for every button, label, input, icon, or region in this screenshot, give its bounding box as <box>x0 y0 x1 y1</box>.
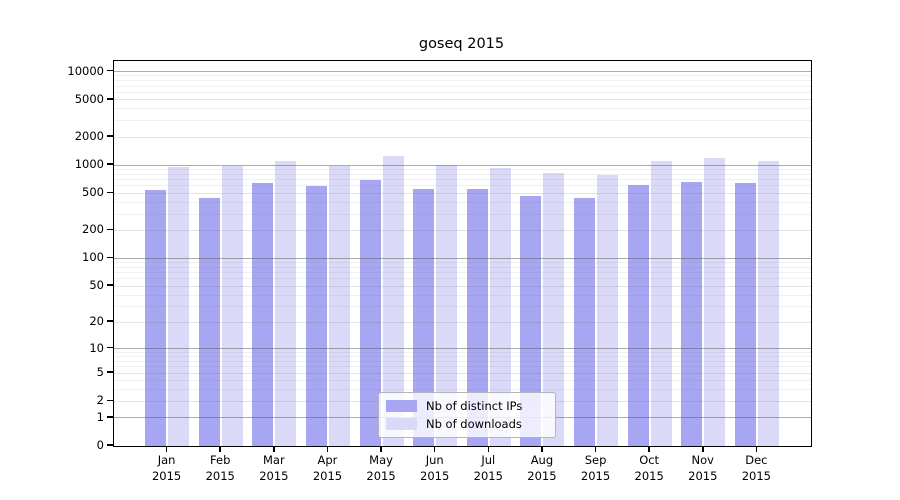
bar-oct-downloads <box>650 160 672 446</box>
x-tick-label-jun: Jun 2015 <box>420 453 450 483</box>
x-tick-label-dec: Dec 2015 <box>741 453 772 483</box>
y-tick-label-10000: 10000 <box>67 63 104 78</box>
legend-label-downloads: Nb of downloads <box>426 417 522 431</box>
y-tick-mark-500 <box>107 191 113 194</box>
y-tick-label-2: 2 <box>96 393 104 408</box>
x-tick-label-sep: Sep 2015 <box>580 453 611 483</box>
bar-oct-ips <box>627 184 649 446</box>
x-tick-label-feb: Feb 2015 <box>205 453 235 483</box>
bar-sep-ips <box>574 198 596 446</box>
y-tick-label-200: 200 <box>82 222 104 237</box>
bar-dec-ips <box>734 182 756 446</box>
legend: Nb of distinct IPs Nb of downloads <box>378 392 556 438</box>
x-tick-label-apr: Apr 2015 <box>312 453 343 483</box>
gridline-2000 <box>114 136 811 138</box>
x-tick-mark-feb <box>219 446 221 452</box>
bar-sep-downloads <box>597 175 619 446</box>
y-tick-label-100: 100 <box>82 250 104 265</box>
legend-row-ips: Nb of distinct IPs <box>386 399 555 414</box>
y-tick-mark-5 <box>107 371 113 373</box>
y-tick-mark-20 <box>107 320 113 322</box>
y-tick-label-1: 1 <box>96 409 104 424</box>
gridline-7000 <box>114 85 811 87</box>
y-tick-mark-100 <box>107 256 113 259</box>
x-tick-label-mar: Mar 2015 <box>259 453 289 483</box>
plot-area <box>113 60 812 447</box>
y-tick-label-50: 50 <box>89 278 104 293</box>
x-tick-mark-nov <box>702 446 704 452</box>
x-tick-label-aug: Aug 2015 <box>527 453 557 483</box>
gridline-9000 <box>114 75 811 77</box>
y-tick-label-1000: 1000 <box>74 157 104 172</box>
y-tick-mark-10 <box>107 346 113 349</box>
y-tick-label-5: 5 <box>96 365 104 380</box>
y-tick-mark-10000 <box>107 69 113 72</box>
x-tick-mark-sep <box>594 446 597 452</box>
x-tick-mark-oct <box>648 446 650 452</box>
x-tick-label-jul: Jul 2015 <box>473 453 503 483</box>
legend-swatch-ips <box>386 400 417 412</box>
bar-jul-ips <box>466 189 488 446</box>
legend-row-downloads: Nb of downloads <box>386 417 555 432</box>
gridline-10000 <box>114 71 811 73</box>
x-tick-label-jan: Jan 2015 <box>151 453 182 483</box>
x-tick-mark-apr <box>326 446 329 452</box>
x-tick-mark-aug <box>541 446 543 452</box>
y-tick-mark-2000 <box>107 135 113 137</box>
gridline-5000 <box>114 99 811 101</box>
bar-jul-downloads <box>489 167 511 446</box>
y-tick-label-2000: 2000 <box>74 129 104 143</box>
bar-dec-downloads <box>757 160 779 446</box>
bar-may-ips <box>359 179 381 446</box>
y-tick-label-20: 20 <box>89 314 104 329</box>
x-tick-label-nov: Nov 2015 <box>688 453 718 483</box>
x-tick-mark-jun <box>433 446 436 452</box>
x-tick-label-oct: Oct 2015 <box>634 453 664 483</box>
legend-swatch-downloads <box>386 418 417 430</box>
bar-feb-ips <box>198 197 220 446</box>
bar-jan-ips <box>145 190 167 446</box>
bar-feb-downloads <box>221 165 243 446</box>
y-tick-mark-5000 <box>107 98 113 100</box>
legend-label-ips: Nb of distinct IPs <box>426 399 523 413</box>
bar-may-downloads <box>382 156 404 446</box>
x-tick-mark-may <box>380 446 382 452</box>
y-tick-mark-2 <box>107 399 113 402</box>
y-tick-mark-0 <box>107 444 113 446</box>
y-tick-mark-1000 <box>107 163 113 165</box>
gridline-6000 <box>114 91 811 93</box>
y-tick-label-0: 0 <box>96 438 104 452</box>
bar-jun-ips <box>413 188 435 446</box>
x-tick-label-may: May 2015 <box>366 453 396 483</box>
y-tick-mark-200 <box>107 228 113 231</box>
y-tick-label-10: 10 <box>89 340 104 355</box>
x-tick-mark-jan <box>165 446 168 452</box>
bar-apr-ips <box>305 185 327 446</box>
bar-mar-downloads <box>275 161 297 446</box>
y-tick-mark-1 <box>107 416 113 418</box>
bar-jan-downloads <box>168 167 190 446</box>
bar-apr-downloads <box>328 165 350 446</box>
gridline-8000 <box>114 80 811 82</box>
gridline-4000 <box>114 108 811 110</box>
bar-jun-downloads <box>436 164 458 446</box>
gridline-3000 <box>114 120 811 122</box>
bar-aug-downloads <box>543 172 565 446</box>
bar-mar-ips <box>252 182 274 446</box>
x-tick-mark-jul <box>487 446 490 452</box>
chart-title: goseq 2015 <box>418 36 505 52</box>
x-tick-mark-mar <box>273 446 275 452</box>
y-tick-label-500: 500 <box>82 185 104 200</box>
bar-nov-ips <box>681 182 703 446</box>
bar-nov-downloads <box>704 157 726 446</box>
x-tick-mark-dec <box>755 446 758 452</box>
y-tick-mark-50 <box>107 284 113 286</box>
y-tick-label-5000: 5000 <box>74 91 104 106</box>
